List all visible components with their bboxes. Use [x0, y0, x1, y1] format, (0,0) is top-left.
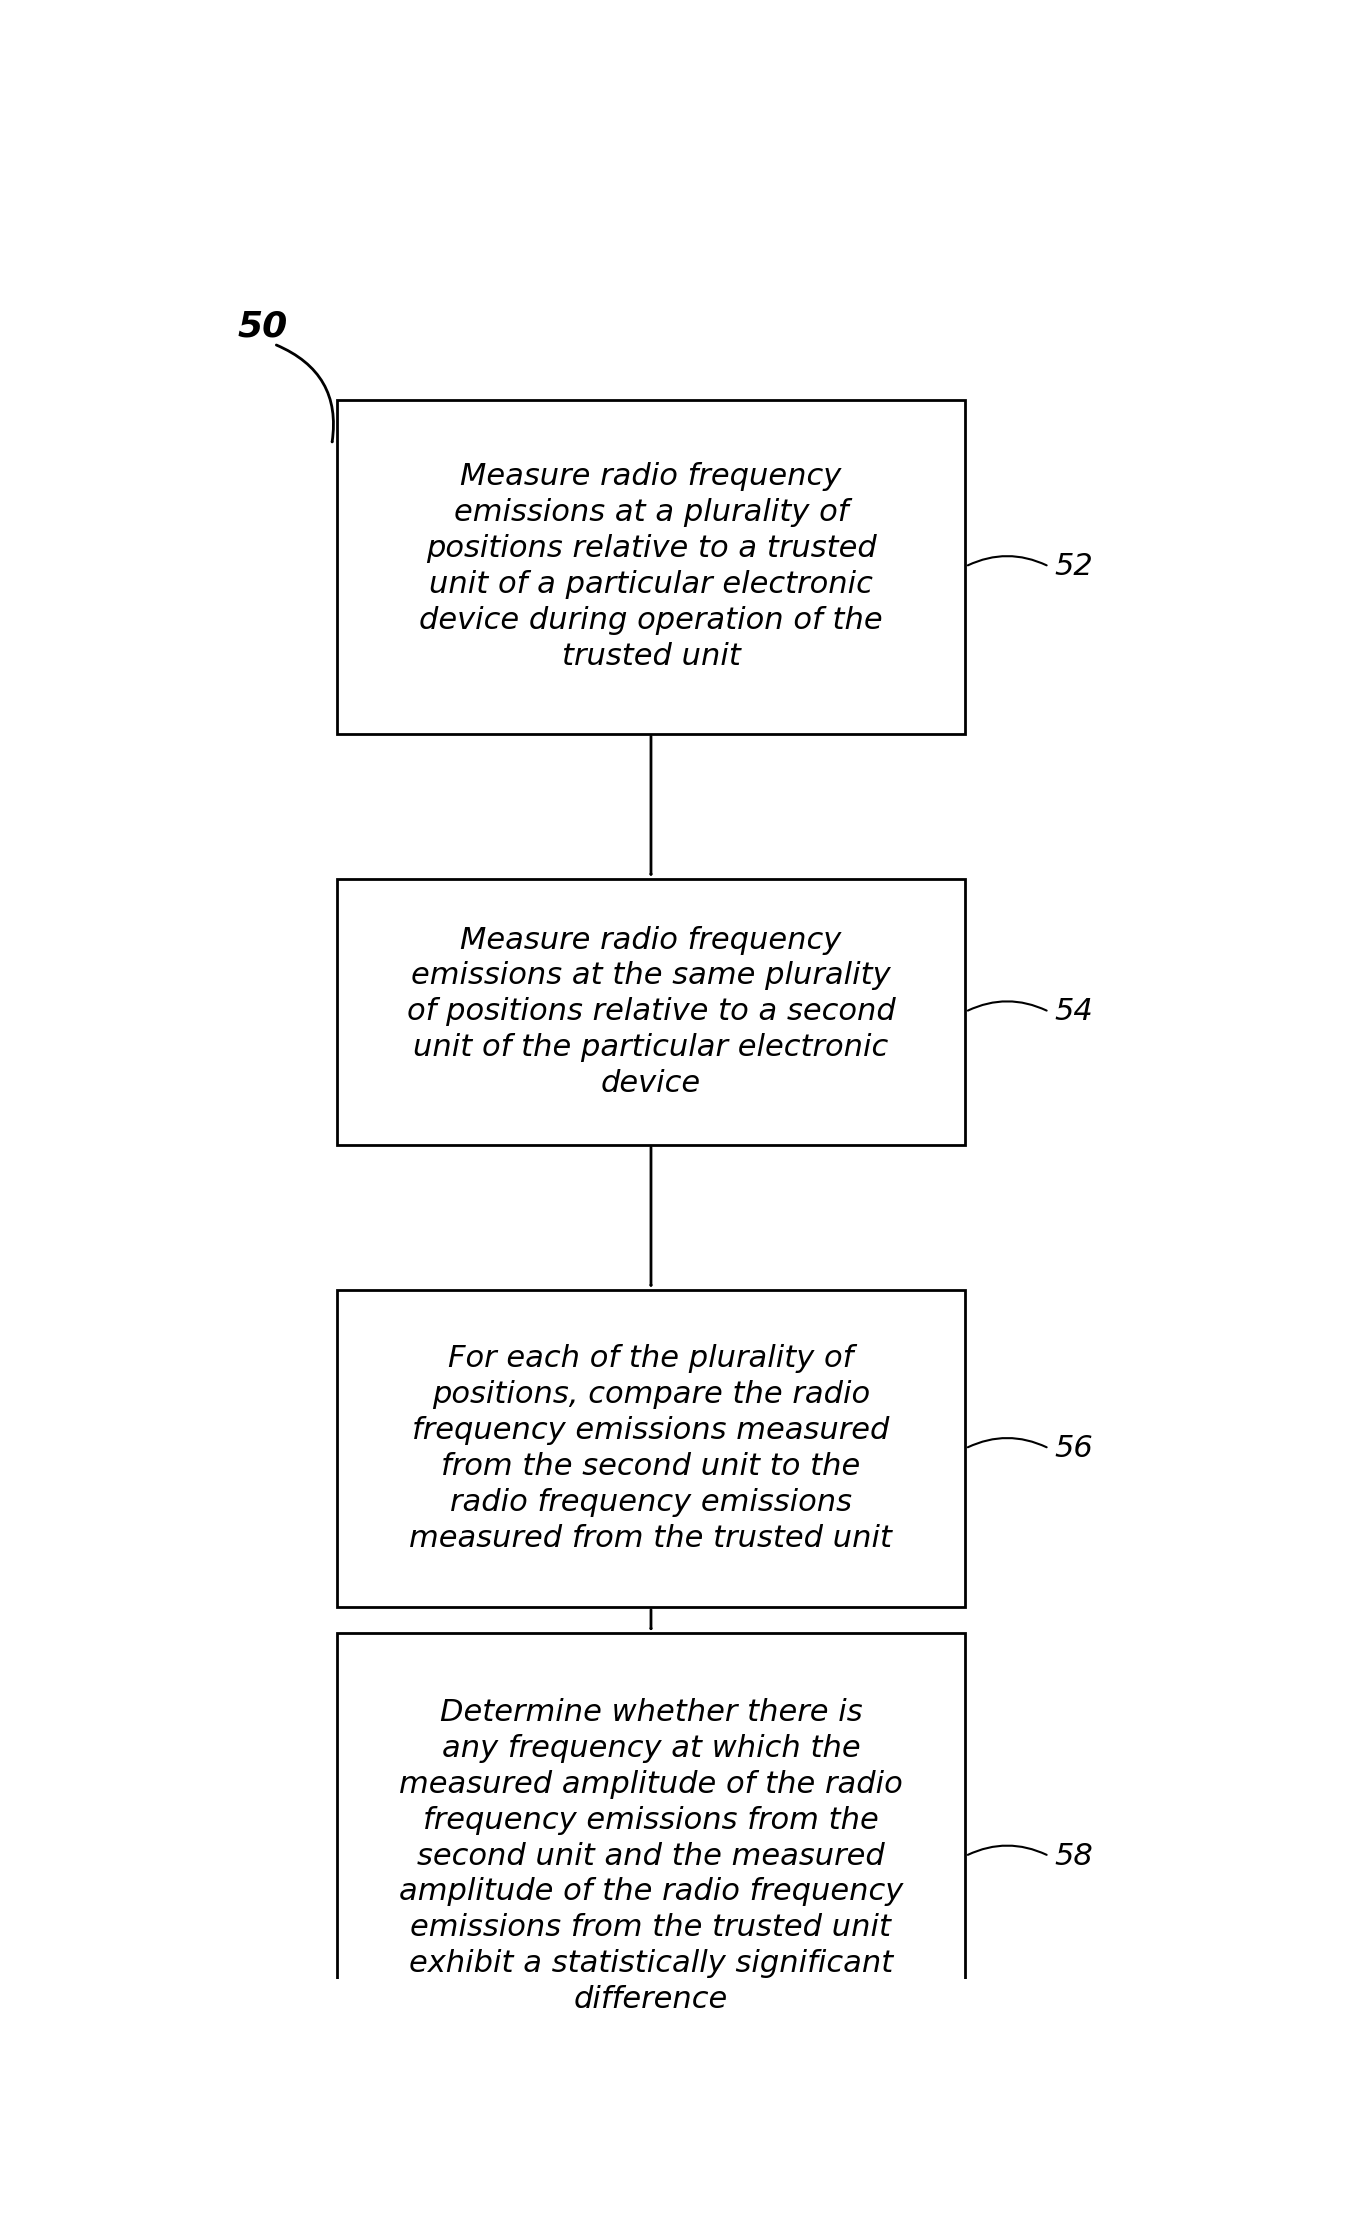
- Text: Measure radio frequency
emissions at the same plurality
of positions relative to: Measure radio frequency emissions at the…: [407, 925, 895, 1099]
- FancyBboxPatch shape: [337, 1632, 965, 2079]
- Text: 52: 52: [1055, 552, 1094, 580]
- FancyArrowPatch shape: [968, 1001, 1046, 1010]
- FancyBboxPatch shape: [337, 878, 965, 1145]
- FancyBboxPatch shape: [337, 400, 965, 734]
- FancyBboxPatch shape: [337, 1290, 965, 1608]
- FancyArrowPatch shape: [968, 1846, 1046, 1855]
- Text: Measure radio frequency
emissions at a plurality of
positions relative to a trus: Measure radio frequency emissions at a p…: [419, 463, 883, 672]
- Text: 54: 54: [1055, 996, 1094, 1025]
- FancyArrowPatch shape: [968, 1439, 1046, 1448]
- FancyArrowPatch shape: [968, 556, 1046, 565]
- Text: 50: 50: [237, 309, 288, 345]
- FancyArrowPatch shape: [276, 345, 334, 443]
- Text: 56: 56: [1055, 1434, 1094, 1463]
- Text: For each of the plurality of
positions, compare the radio
frequency emissions me: For each of the plurality of positions, …: [410, 1343, 892, 1552]
- Text: 58: 58: [1055, 1841, 1094, 1870]
- Text: Determine whether there is
any frequency at which the
measured amplitude of the : Determine whether there is any frequency…: [399, 1697, 903, 2015]
